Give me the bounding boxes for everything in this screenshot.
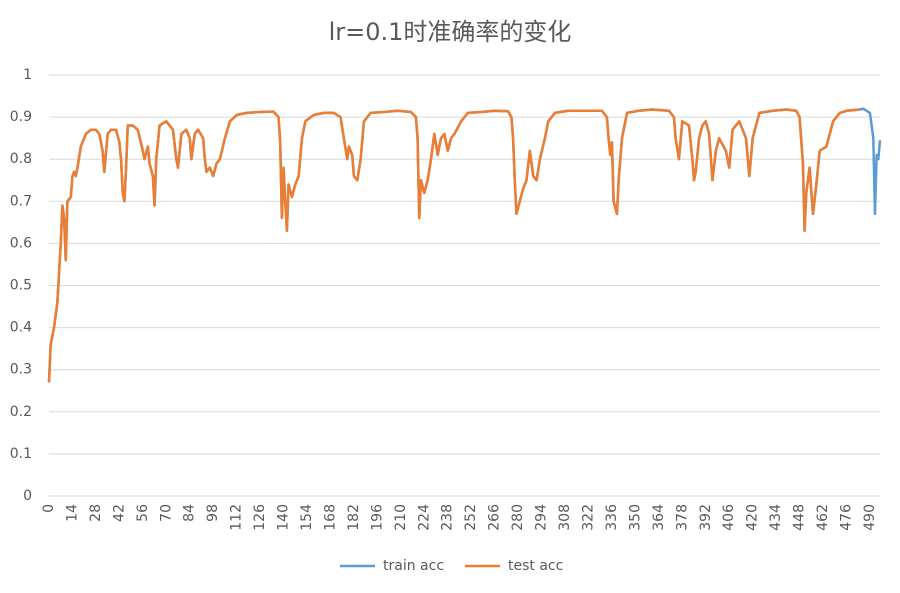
x-tick-label: 140 <box>276 504 292 531</box>
legend-label: test acc <box>508 558 563 574</box>
y-tick-label: 0.1 <box>10 446 32 462</box>
x-tick-label: 364 <box>651 504 667 531</box>
x-tick-label: 70 <box>158 504 174 522</box>
x-tick-label: 196 <box>369 504 385 531</box>
x-tick-label: 182 <box>346 504 362 531</box>
y-tick-label: 0.6 <box>10 235 32 251</box>
chart-title: lr=0.1时准确率的变化 <box>329 18 572 46</box>
x-tick-label: 462 <box>815 504 831 531</box>
y-tick-label: 0.2 <box>10 404 32 420</box>
y-tick-label: 0.9 <box>10 109 32 125</box>
x-tick-label: 84 <box>182 504 198 522</box>
x-tick-label: 56 <box>135 504 151 522</box>
y-tick-label: 1 <box>23 67 32 83</box>
x-tick-label: 294 <box>534 504 550 531</box>
y-tick-label: 0.5 <box>10 278 32 294</box>
y-tick-label: 0.8 <box>10 151 32 167</box>
x-tick-label: 98 <box>205 504 221 522</box>
x-tick-label: 406 <box>721 504 737 531</box>
x-tick-label: 490 <box>862 504 878 531</box>
x-tick-label: 154 <box>299 504 315 531</box>
x-tick-label: 448 <box>792 504 808 531</box>
y-tick-label: 0.4 <box>10 320 32 336</box>
x-tick-label: 168 <box>322 504 338 531</box>
x-tick-label: 224 <box>416 504 432 531</box>
x-tick-label: 0 <box>41 504 57 513</box>
x-tick-label: 126 <box>252 504 268 531</box>
x-tick-label: 392 <box>698 504 714 531</box>
x-tick-label: 252 <box>463 504 479 531</box>
x-tick-label: 336 <box>604 504 620 531</box>
x-tick-label: 280 <box>510 504 526 531</box>
x-tick-label: 308 <box>557 504 573 531</box>
x-tick-label: 266 <box>487 504 503 531</box>
x-tick-label: 28 <box>88 504 104 522</box>
x-tick-label: 350 <box>627 504 643 531</box>
legend-label: train acc <box>383 558 444 574</box>
y-tick-label: 0.3 <box>10 362 32 378</box>
x-tick-label: 14 <box>64 504 80 522</box>
x-tick-label: 322 <box>580 504 596 531</box>
x-tick-label: 420 <box>745 504 761 531</box>
x-tick-label: 434 <box>768 504 784 531</box>
y-tick-label: 0 <box>23 488 32 504</box>
series-line <box>47 107 882 383</box>
x-tick-label: 238 <box>440 504 456 531</box>
x-tick-label: 42 <box>111 504 127 522</box>
series-line <box>47 108 861 383</box>
x-tick-label: 378 <box>674 504 690 531</box>
x-tick-label: 476 <box>838 504 854 531</box>
x-tick-label: 210 <box>393 504 409 531</box>
x-tick-label: 112 <box>229 504 245 531</box>
y-tick-label: 0.7 <box>10 193 32 209</box>
